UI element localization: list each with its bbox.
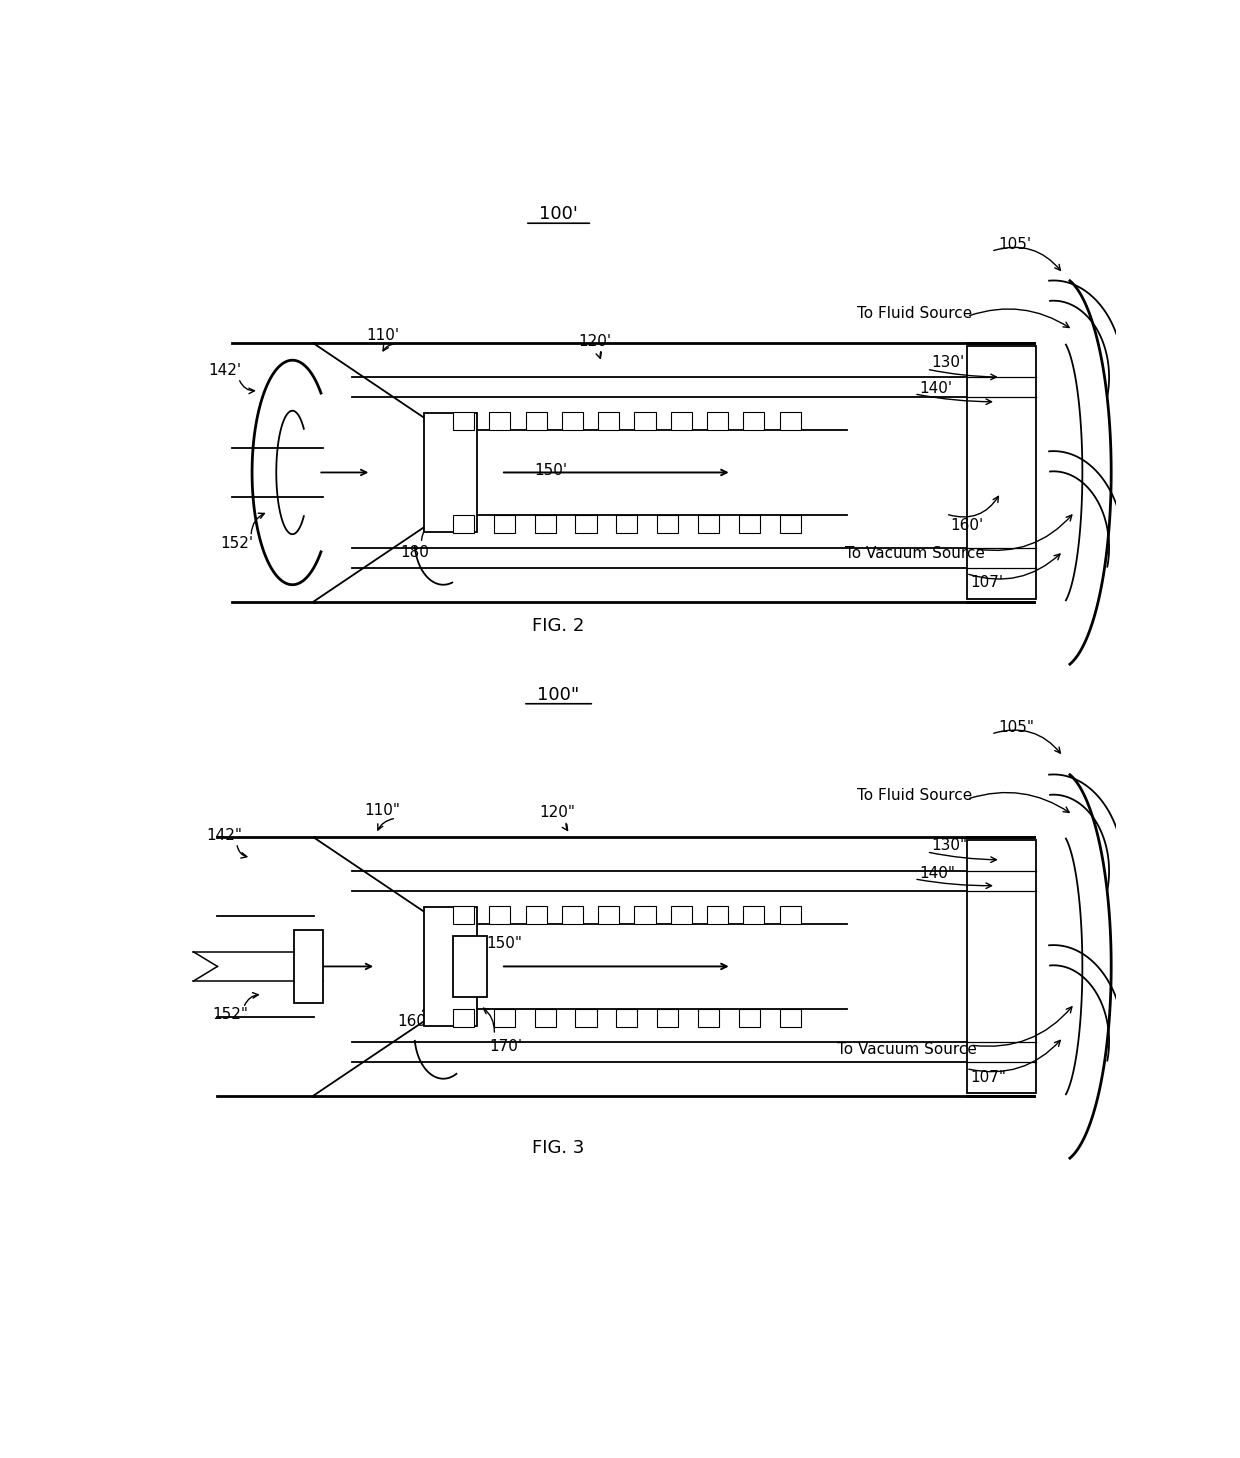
Text: To Vacuum Source: To Vacuum Source [837, 1042, 977, 1057]
Text: 100': 100' [539, 206, 578, 223]
Bar [780, 1009, 801, 1026]
Bar [453, 936, 486, 997]
Text: 180: 180 [401, 545, 429, 560]
Text: 140": 140" [919, 866, 955, 881]
Bar [671, 905, 692, 924]
Text: 152': 152' [221, 535, 253, 551]
Bar [707, 411, 728, 430]
Bar [534, 515, 556, 534]
Text: 120": 120" [539, 805, 575, 821]
Bar [424, 413, 477, 532]
Bar [967, 840, 1037, 1092]
Text: FIG. 3: FIG. 3 [532, 1139, 585, 1158]
Text: To Fluid Source: To Fluid Source [857, 789, 972, 803]
Bar [598, 411, 619, 430]
Bar [598, 905, 619, 924]
Bar [635, 411, 656, 430]
Bar [967, 346, 1037, 599]
Bar [743, 411, 765, 430]
Text: 110": 110" [365, 803, 401, 818]
Bar [657, 515, 678, 534]
Bar [494, 1009, 515, 1026]
Text: 160': 160' [951, 518, 985, 532]
Bar [453, 1009, 474, 1026]
Bar [526, 905, 547, 924]
Bar [534, 1009, 556, 1026]
Bar [739, 1009, 760, 1026]
Bar [739, 515, 760, 534]
Bar [575, 1009, 596, 1026]
Text: 170': 170' [490, 1038, 522, 1054]
Text: 150': 150' [534, 462, 568, 478]
Bar [780, 905, 801, 924]
Bar [453, 905, 474, 924]
Bar [490, 411, 511, 430]
Text: 152": 152" [213, 1007, 249, 1022]
Bar [698, 1009, 719, 1026]
Text: 107': 107' [970, 574, 1003, 590]
Text: 120': 120' [578, 334, 611, 348]
Bar [490, 905, 511, 924]
Text: FIG. 2: FIG. 2 [532, 617, 585, 636]
Bar [635, 905, 656, 924]
Text: 110': 110' [367, 328, 399, 343]
Bar [707, 905, 728, 924]
Bar [657, 1009, 678, 1026]
Text: 142": 142" [206, 828, 242, 843]
Text: 142': 142' [208, 363, 241, 378]
Bar [780, 411, 801, 430]
Text: 107": 107" [970, 1070, 1006, 1085]
Bar [616, 1009, 637, 1026]
Bar [294, 930, 324, 1003]
Bar [526, 411, 547, 430]
Bar [424, 907, 477, 1026]
Text: 130': 130' [931, 354, 965, 370]
Text: 150": 150" [486, 936, 522, 952]
Bar [562, 905, 583, 924]
Text: To Fluid Source: To Fluid Source [857, 306, 972, 321]
Text: 130": 130" [931, 838, 967, 853]
Bar [494, 515, 515, 534]
Bar [780, 515, 801, 534]
Text: 160": 160" [397, 1013, 433, 1029]
Text: 140': 140' [919, 381, 952, 395]
Text: To Vacuum Source: To Vacuum Source [844, 545, 985, 561]
Bar [575, 515, 596, 534]
Bar [743, 905, 765, 924]
Text: 105": 105" [998, 720, 1034, 735]
Bar [562, 411, 583, 430]
Bar [453, 411, 474, 430]
Bar [616, 515, 637, 534]
Text: 105': 105' [998, 238, 1032, 252]
Bar [698, 515, 719, 534]
Text: 100": 100" [537, 685, 580, 704]
Bar [671, 411, 692, 430]
Bar [453, 515, 474, 534]
